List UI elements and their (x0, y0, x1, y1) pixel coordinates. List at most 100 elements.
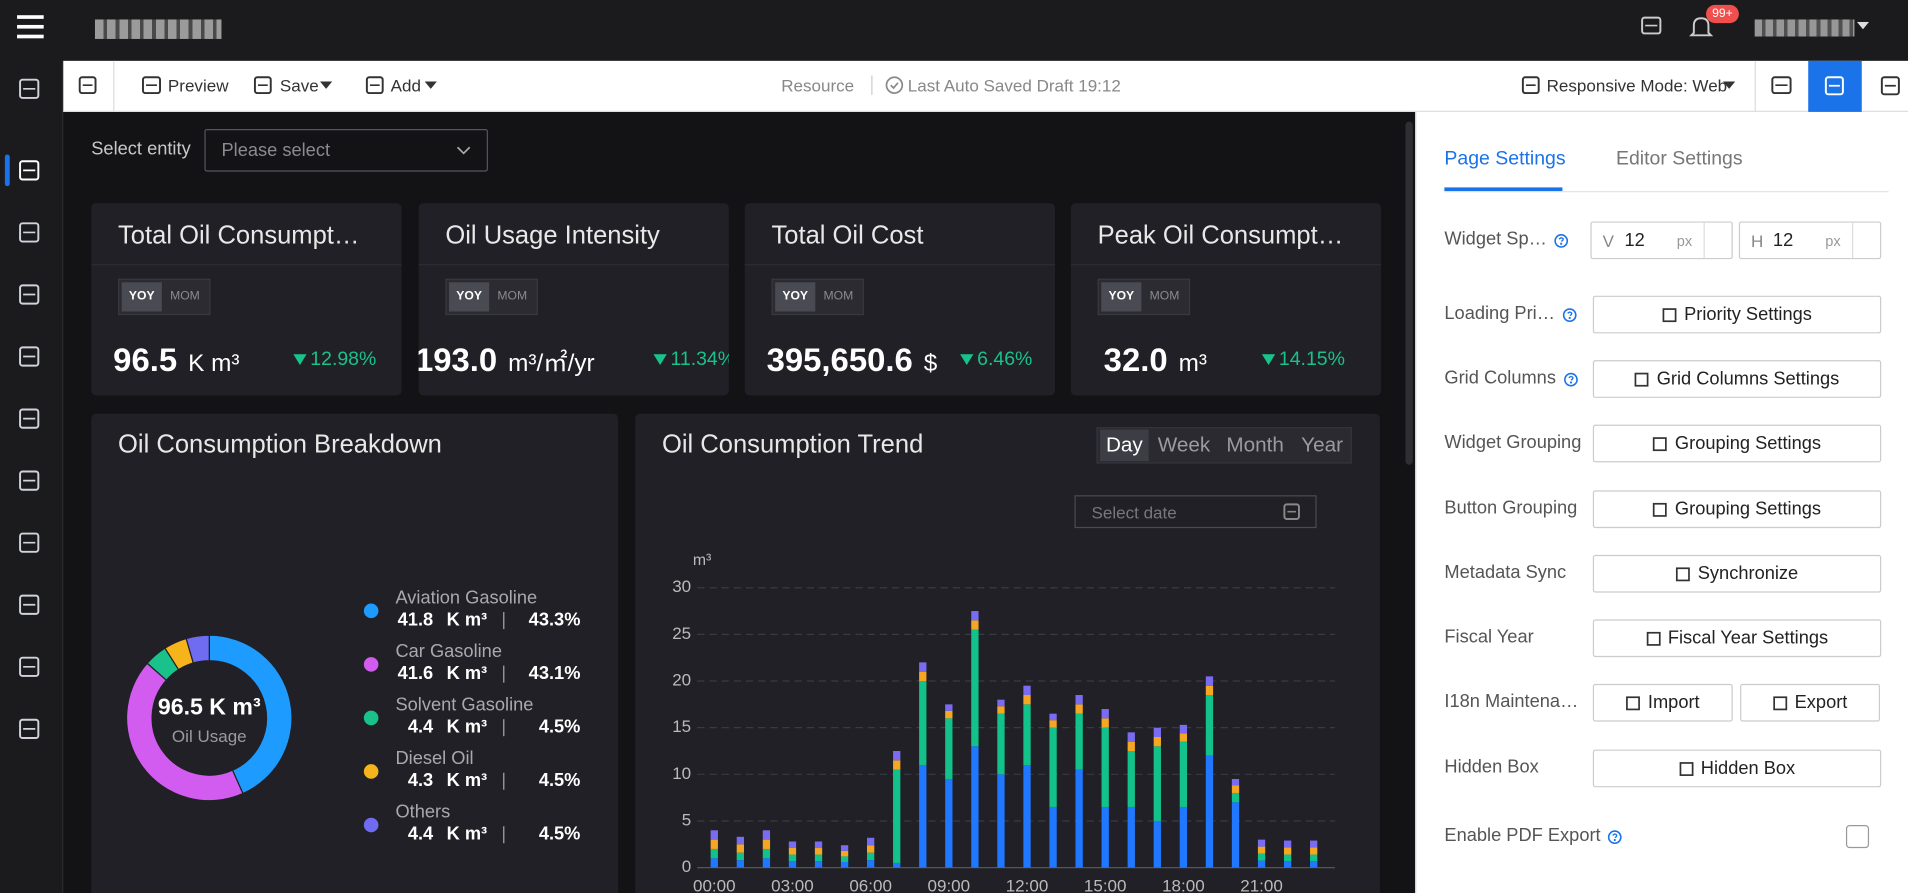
setting-button[interactable]: Synchronize (1593, 555, 1881, 593)
button-icon (1662, 307, 1677, 322)
bar-segment (711, 840, 718, 849)
bar-segment (789, 848, 796, 855)
bar-segment (893, 863, 900, 868)
y-axis-unit: m³ (693, 552, 711, 569)
bar-segment (867, 853, 874, 860)
legend-name: Diesel Oil (395, 747, 473, 768)
bar-segment (1154, 737, 1161, 746)
tab-divider (1444, 191, 1888, 192)
bar-segment (815, 841, 822, 848)
bar-segment (1258, 840, 1265, 847)
help-shape (1614, 839, 1616, 841)
setting-button[interactable]: Hidden Box (1593, 750, 1881, 788)
button-label: Hidden Box (1701, 757, 1795, 779)
x-tick-label: 06:00 (849, 877, 892, 893)
bar-segment (1206, 695, 1213, 756)
bar-segment (789, 855, 796, 862)
legend-dot (364, 604, 379, 619)
icon-shape (1654, 503, 1666, 515)
setting-button[interactable]: Priority Settings (1593, 296, 1881, 334)
setting-button[interactable]: Grouping Settings (1593, 490, 1881, 528)
bar-segment (763, 840, 770, 849)
number-input[interactable]: V12px (1590, 221, 1732, 259)
bar-segment (789, 861, 796, 868)
setting-button[interactable]: Import (1593, 684, 1733, 722)
button-label: Grid Columns Settings (1657, 368, 1840, 390)
bar-segment (1232, 793, 1239, 802)
button-icon (1653, 502, 1668, 517)
bar-segment (763, 830, 770, 839)
icon-shape (1677, 568, 1689, 580)
setting-button[interactable]: Grouping Settings (1593, 425, 1881, 463)
donut-center-value: 96.5 K m³ (158, 693, 261, 719)
legend-name: Car Gasoline (395, 640, 502, 661)
bar-segment (737, 860, 744, 867)
bar-segment (893, 751, 900, 760)
button-icon (1679, 761, 1694, 776)
bar-segment (1180, 725, 1187, 733)
bar-segment (711, 858, 718, 867)
input-unit: px (1677, 231, 1692, 250)
bar-segment (1075, 695, 1082, 704)
setting-label: Widget Grouping (1444, 432, 1581, 454)
setting-button[interactable]: Fiscal Year Settings (1593, 619, 1881, 657)
bar-segment (997, 714, 1004, 775)
bar-segment (945, 718, 952, 779)
setting-button[interactable]: Grid Columns Settings (1593, 360, 1881, 398)
bar-segment (841, 862, 848, 868)
y-tick-label: 30 (672, 577, 691, 596)
bar-segment (1049, 807, 1056, 868)
setting-button[interactable]: Export (1740, 684, 1880, 722)
legend-name: Solvent Gasoline (395, 694, 533, 715)
bar-segment (1206, 676, 1213, 685)
bar-segment (1102, 807, 1109, 868)
bar-segment (1180, 733, 1187, 741)
legend-dot (364, 711, 379, 726)
help-shape (1568, 312, 1572, 316)
input-spinner[interactable] (1704, 223, 1733, 258)
y-tick-label: 25 (672, 624, 691, 643)
y-tick-label: 5 (682, 810, 691, 829)
legend-name: Aviation Gasoline (395, 587, 537, 608)
bar-segment (841, 856, 848, 862)
bar-segment (1075, 770, 1082, 868)
bar-segment (1075, 714, 1082, 770)
bar-segment (1206, 686, 1213, 695)
legend-amount: 4.4 (408, 715, 434, 736)
icon-shape (1636, 373, 1648, 385)
input-prefix: H (1751, 230, 1763, 252)
bar-segment (1310, 861, 1317, 868)
button-label: Priority Settings (1684, 304, 1812, 326)
button-label: Grouping Settings (1675, 433, 1821, 455)
bar-segment (1154, 728, 1161, 737)
bar-segment (945, 704, 952, 711)
bar-segment (1154, 821, 1161, 868)
help-shape (1613, 834, 1617, 838)
bar-segment (1128, 751, 1135, 807)
bar-segment (1232, 786, 1239, 793)
setting-label: Enable PDF Export (1444, 825, 1600, 847)
button-label: Export (1795, 692, 1848, 714)
bar-segment (971, 746, 978, 867)
input-spinner[interactable] (1852, 223, 1881, 258)
help-shape (1560, 243, 1562, 245)
tab-active[interactable]: Page Settings (1444, 147, 1565, 171)
button-icon (1646, 631, 1661, 646)
legend-percent: 4.5% (539, 823, 581, 844)
bar-segment (1310, 855, 1317, 862)
number-input[interactable]: H12px (1739, 221, 1881, 259)
checkbox[interactable] (1846, 825, 1869, 848)
legend-percent: 4.5% (539, 715, 581, 736)
tab[interactable]: Editor Settings (1616, 147, 1743, 171)
bar-segment (1284, 848, 1291, 855)
help-icon (1607, 830, 1622, 845)
help-icon (1564, 372, 1579, 387)
bar-segment (1180, 807, 1187, 868)
bar-segment (1258, 847, 1265, 854)
setting-label: Metadata Sync (1444, 562, 1566, 584)
button-label: Grouping Settings (1675, 498, 1821, 520)
bar-segment (815, 855, 822, 862)
setting-label: Loading Pri… (1444, 303, 1555, 325)
bar-segment (893, 770, 900, 863)
